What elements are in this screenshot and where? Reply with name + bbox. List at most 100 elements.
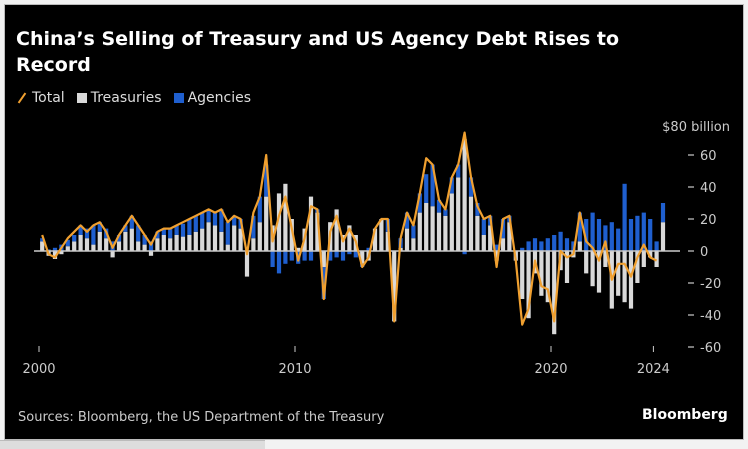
legend-label: Treasuries [90,90,162,106]
source-note: Sources: Bloomberg, the US Department of… [18,410,385,425]
treasuries-bar [257,222,262,251]
agencies-bar [545,238,550,251]
treasuries-bar [219,231,224,251]
chart-title: China’s Selling of Treasury and US Agenc… [16,28,620,76]
agencies-bar [526,241,531,251]
treasuries-bar [545,251,550,303]
y-tick-label: -60 [700,341,721,356]
treasuries-bar [443,215,448,251]
agencies-bar [308,251,314,261]
treasuries-bar [603,251,608,267]
treasuries-bar [251,238,256,251]
box-swatch-icon [76,93,87,103]
agencies-bar [622,183,627,251]
treasuries-bar [635,251,640,283]
treasuries-bar [417,212,422,251]
treasuries-bar [411,238,416,251]
agencies-bar [430,164,435,207]
treasuries-bar [584,251,589,274]
treasuries-bar [206,222,211,251]
agencies-bar [494,244,499,251]
y-axis: $80 billion 60 40 20 0 -20 -40 -60 [662,120,730,356]
agencies-bar [500,219,506,239]
treasuries-bar [654,251,659,267]
treasuries-bar [392,251,397,322]
treasuries-bar [564,251,570,283]
treasuries-bar [116,241,122,251]
treasuries-bar [660,222,666,251]
agencies-bar [609,222,614,251]
agencies-bar [97,222,102,232]
agencies-bar [142,235,147,245]
agencies-bar [212,212,218,226]
treasuries-bar [360,251,365,264]
agencies-bar [206,209,211,223]
agencies-bar [436,199,442,213]
agencies-bar [129,215,134,229]
treasuries-bar [110,251,115,258]
legend-item-agencies: Agencies [173,90,251,106]
agencies-bar [520,247,525,251]
treasuries-bar [59,251,64,255]
y-tick-label: 60 [700,149,717,164]
agencies-bar [65,239,70,247]
legend-label: Total [32,90,65,106]
agencies-bar [475,203,480,216]
treasuries-bar [123,231,128,251]
agencies-bar [180,223,186,237]
agencies-bar [404,212,410,229]
agencies-bar [289,251,294,261]
treasuries-bar [155,238,160,251]
agencies-bar [456,164,461,178]
agencies-bar [328,251,333,261]
treasuries-bar [385,231,390,251]
treasuries-bar [424,203,429,251]
agencies-bar [462,251,467,255]
legend-item-total: Total [16,90,65,106]
treasuries-bar [244,251,250,277]
agencies-bar [481,219,486,235]
agencies-bar [174,225,179,235]
agencies-bar [168,228,173,239]
treasuries-bar [616,251,621,296]
y-tick-label: -20 [700,277,721,292]
treasuries-bar [40,241,45,251]
y-tick-label: 40 [700,181,717,196]
legend: Total Treasuries Agencies [16,90,257,106]
agencies-bar [558,231,563,251]
agencies-bar [264,164,269,197]
agencies-bar [340,251,346,261]
treasuries-bar [372,228,378,251]
agencies-bar [584,219,589,251]
agencies-bar [78,225,83,235]
x-tick-label: 2010 [278,362,311,377]
agencies-bar [302,251,307,261]
treasuries-bar [507,222,512,251]
treasuries-bar [468,196,474,251]
agencies-bar [590,212,595,251]
x-tick-label: 2020 [534,362,567,377]
treasuries-bar [289,219,294,251]
treasuries-bar [238,228,243,251]
total-line [41,131,658,326]
treasuries-bar [200,228,205,251]
agencies-bar [225,222,230,245]
agencies-bar [411,225,416,239]
treasuries-bar [526,251,531,319]
agencies-bar [353,251,358,258]
agencies-bar [539,241,544,251]
agencies-bar [193,215,198,232]
treasuries-bar [296,247,301,251]
agencies-bar [84,228,90,239]
treasuries-bar [161,235,166,251]
treasuries-bar [596,251,602,293]
treasuries-bar [276,193,282,251]
treasuries-bar [321,251,326,267]
treasuries-bar [174,235,179,251]
agencies-bar [366,247,371,251]
agencies-bar [40,238,45,242]
agencies-bar [532,238,538,251]
status-strip [0,440,265,449]
agencies-bar [424,174,429,203]
agencies-bar [577,212,582,242]
